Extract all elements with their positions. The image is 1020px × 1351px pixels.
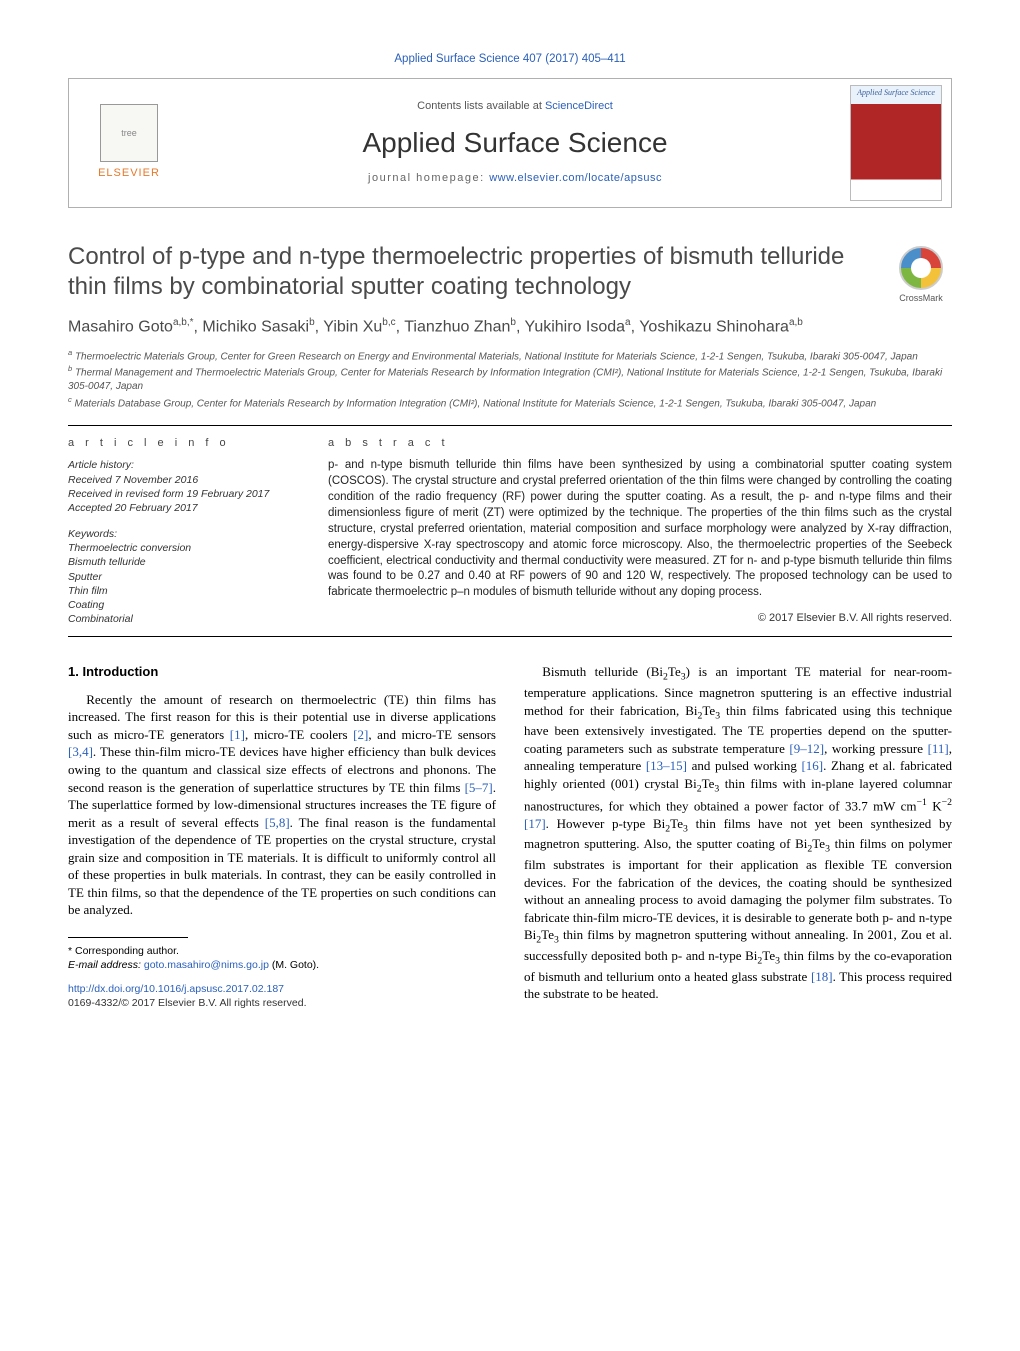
affiliations-block: a Thermoelectric Materials Group, Center… (68, 348, 952, 411)
article-history: Article history: Received 7 November 201… (68, 458, 298, 515)
citation-link[interactable]: [11] (928, 741, 949, 756)
publisher-name: ELSEVIER (98, 166, 160, 181)
corresponding-author-label: * Corresponding author. (68, 944, 496, 958)
keyword: Sputter (68, 570, 298, 584)
intro-paragraph-1: Recently the amount of research on therm… (68, 691, 496, 919)
email-person: (M. Goto). (269, 959, 319, 971)
keywords-list: Thermoelectric conversion Bismuth tellur… (68, 541, 298, 626)
footnotes: * Corresponding author. E-mail address: … (68, 944, 496, 972)
abstract-heading: a b s t r a c t (328, 436, 952, 451)
crossmark-icon (899, 246, 943, 290)
journal-homepage-line: journal homepage: www.elsevier.com/locat… (368, 171, 662, 186)
citation-link[interactable]: [3,4] (68, 744, 93, 759)
running-citation: Applied Surface Science 407 (2017) 405–4… (68, 52, 952, 68)
email-label: E-mail address: (68, 959, 144, 971)
abstract-text: p- and n-type bismuth telluride thin fil… (328, 458, 952, 601)
citation-link[interactable]: [17] (524, 816, 546, 831)
citation-link[interactable]: [18] (811, 969, 833, 984)
affiliation-b: Thermal Management and Thermoelectric Ma… (68, 368, 942, 393)
article-title: Control of p-type and n-type thermoelect… (68, 242, 876, 302)
doi-block: http://dx.doi.org/10.1016/j.apsusc.2017.… (68, 982, 496, 1010)
history-received: Received 7 November 2016 (68, 473, 298, 487)
article-info-heading: a r t i c l e i n f o (68, 436, 298, 451)
keyword: Thin film (68, 584, 298, 598)
citation-link[interactable]: [13–15] (646, 758, 687, 773)
contents-prefix: Contents lists available at (417, 100, 545, 112)
abstract-copyright: © 2017 Elsevier B.V. All rights reserved… (328, 611, 952, 626)
citation-link[interactable]: [16] (801, 758, 823, 773)
history-label: Article history: (68, 458, 298, 472)
keyword: Bismuth telluride (68, 555, 298, 569)
history-accepted: Accepted 20 February 2017 (68, 501, 298, 515)
corresponding-email-link[interactable]: goto.masahiro@nims.go.jp (144, 959, 269, 971)
history-revised: Received in revised form 19 February 201… (68, 487, 298, 501)
keyword: Coating (68, 598, 298, 612)
body-two-columns: 1. Introduction Recently the amount of r… (68, 663, 952, 1010)
keyword: Thermoelectric conversion (68, 541, 298, 555)
citation-link[interactable]: [5,8] (265, 815, 290, 830)
keyword: Combinatorial (68, 612, 298, 626)
crossmark-badge[interactable]: CrossMark (890, 246, 952, 304)
citation-link[interactable]: [5–7] (465, 780, 493, 795)
citation-link[interactable]: [2] (353, 727, 368, 742)
journal-header: tree ELSEVIER Contents lists available a… (68, 78, 952, 208)
journal-title: Applied Surface Science (362, 124, 667, 162)
homepage-label: journal homepage: (368, 172, 489, 184)
section-heading-intro: 1. Introduction (68, 663, 496, 681)
contents-available-line: Contents lists available at ScienceDirec… (417, 99, 613, 114)
sciencedirect-link[interactable]: ScienceDirect (545, 100, 613, 112)
affiliation-a: Thermoelectric Materials Group, Center f… (75, 351, 918, 362)
issn-copyright: 0169-4332/© 2017 Elsevier B.V. All right… (68, 997, 307, 1009)
divider-top (68, 425, 952, 426)
footnote-separator (68, 937, 188, 938)
elsevier-tree-icon: tree (100, 104, 158, 162)
affiliation-c: Materials Database Group, Center for Mat… (75, 398, 877, 409)
doi-link[interactable]: http://dx.doi.org/10.1016/j.apsusc.2017.… (68, 983, 284, 995)
journal-cover-thumbnail: Applied Surface Science (850, 85, 942, 201)
crossmark-label: CrossMark (899, 293, 943, 303)
journal-homepage-link[interactable]: www.elsevier.com/locate/apsusc (489, 172, 662, 184)
keywords-label: Keywords: (68, 527, 298, 541)
intro-paragraph-2: Bismuth telluride (Bi2Te3) is an importa… (524, 663, 952, 1003)
publisher-logo-block: tree ELSEVIER (69, 79, 189, 207)
citation-link[interactable]: [1] (230, 727, 245, 742)
authors-line: Masahiro Gotoa,b,*, Michiko Sasakib, Yib… (68, 316, 952, 338)
citation-link[interactable]: [9–12] (789, 741, 824, 756)
divider-bottom (68, 636, 952, 637)
cover-title: Applied Surface Science (851, 86, 941, 101)
